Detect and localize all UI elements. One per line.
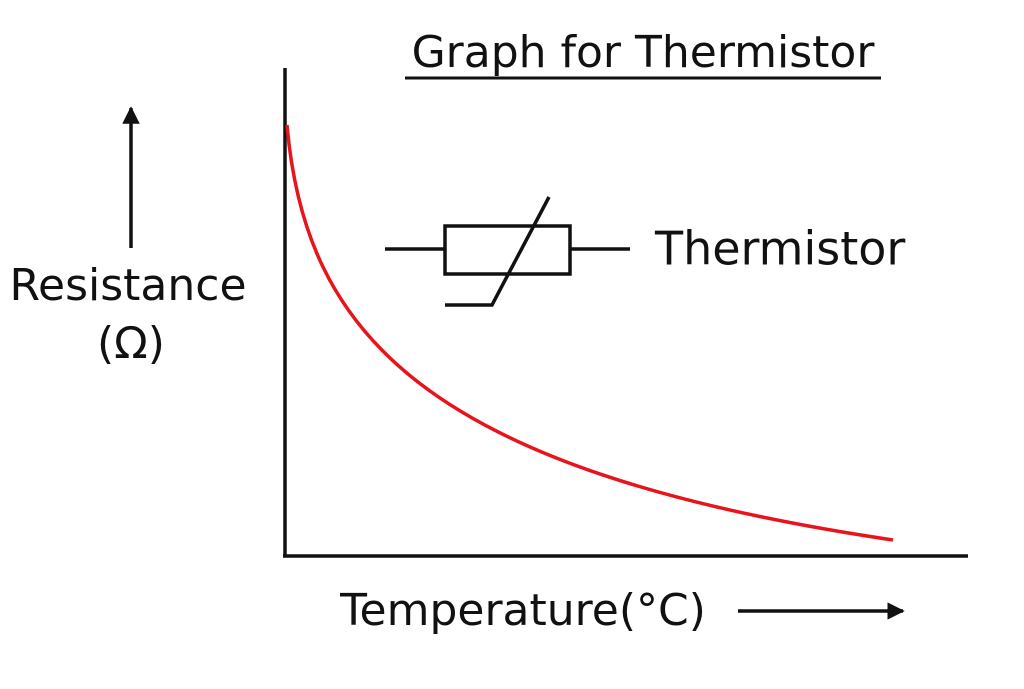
resistance-curve (285, 124, 894, 542)
x-axis-label: Temperature(°C) (339, 585, 706, 636)
y-axis-label: Resistance (9, 260, 246, 311)
symbol-label: Thermistor (654, 222, 905, 276)
y-axis-unit: (Ω) (97, 318, 165, 369)
thermistor-symbol (385, 196, 630, 307)
title: Graph for Thermistor (412, 27, 876, 78)
